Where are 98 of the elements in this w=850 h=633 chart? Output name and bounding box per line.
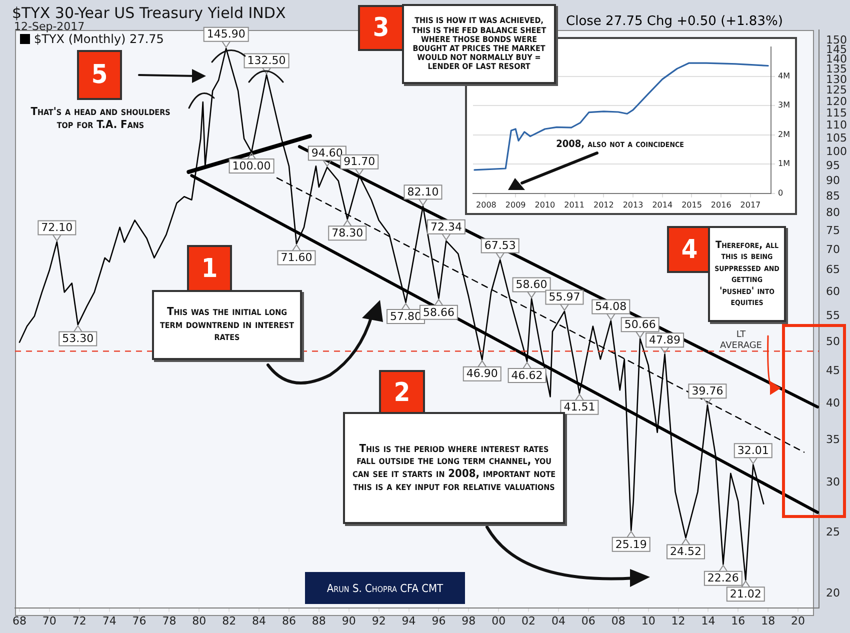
x-tick-label: 82 (222, 614, 236, 628)
data-label: 24.52 (670, 545, 702, 558)
y-tick-label: 70 (826, 242, 840, 256)
x-tick-label: 86 (282, 614, 296, 628)
y-tick-label: 30 (826, 475, 840, 488)
y-tick-label: 75 (826, 224, 840, 237)
x-tick-label: 2017 (740, 200, 761, 210)
x-tick-label: 14 (701, 614, 716, 628)
y-tick-label: 145 (826, 42, 848, 56)
y-tick-label: 125 (826, 84, 848, 97)
x-tick-label: 08 (611, 614, 626, 628)
x-tick-label: 2014 (652, 200, 673, 210)
x-tick-label: 2012 (593, 200, 614, 210)
y-tick-label: 2M (778, 130, 790, 139)
x-tick-label: 2013 (622, 200, 644, 210)
y-tick-label: 55 (826, 308, 840, 322)
data-label: 50.66 (624, 318, 656, 332)
y-tick-label: 105 (826, 132, 848, 145)
x-tick-label: 02 (522, 614, 536, 628)
y-tick-label: 60 (826, 285, 840, 298)
x-tick-label: 2011 (564, 200, 584, 210)
y-tick-label: 0 (778, 188, 784, 198)
data-label: 32.01 (737, 444, 769, 458)
data-label: 71.60 (280, 251, 312, 264)
y-tick-label: 1M (778, 159, 790, 168)
x-tick-label: 2008 (476, 200, 496, 210)
legend-label: $TYX (Monthly) 27.75 (34, 32, 164, 46)
y-tick-label: 85 (826, 190, 840, 202)
y-tick-label: 35 (826, 433, 840, 446)
annotation: 2008, also not a coincidence (555, 139, 685, 150)
text: Close 27.75 Chg +0.50 (+1.83%) (566, 14, 784, 29)
y-tick-label: 3M (778, 100, 790, 110)
data-label: 54.08 (595, 300, 627, 314)
data-label: 46.62 (511, 368, 543, 382)
data-label: 55.97 (548, 290, 580, 304)
x-tick-label: 10 (641, 614, 656, 628)
data-label: 91.70 (344, 155, 376, 168)
data-label: 39.76 (692, 384, 724, 398)
x-tick-label: 70 (42, 614, 56, 628)
x-tick-label: 98 (462, 614, 476, 628)
x-tick-label: 90 (342, 614, 356, 628)
x-tick-label: 2015 (682, 200, 702, 210)
y-tick-label: 50 (826, 335, 840, 348)
data-label: 82.10 (407, 186, 439, 199)
x-tick-label: 00 (492, 614, 506, 628)
ref-line-label: LT AVERAGE (720, 330, 762, 352)
y-tick-label: 100 (826, 144, 848, 158)
x-tick-label: 06 (581, 614, 596, 628)
x-tick-label: 2016 (710, 200, 732, 210)
x-tick-label: 2010 (534, 200, 556, 210)
data-label: 67.53 (484, 239, 516, 252)
data-label: 41.51 (564, 400, 596, 414)
data-label: 72.34 (430, 220, 462, 234)
y-tick-label: 115 (826, 106, 848, 120)
y-tick-label: 110 (826, 118, 848, 132)
x-tick-label: 78 (162, 614, 176, 628)
data-label: 25.19 (615, 538, 647, 551)
data-label: 94.60 (311, 146, 343, 160)
x-tick-label: 88 (312, 614, 326, 628)
data-label: 100.00 (232, 159, 271, 172)
x-tick-label: 92 (372, 614, 386, 628)
data-label: 47.89 (649, 333, 681, 346)
x-tick-label: 2009 (505, 200, 526, 210)
y-tick-label: 4M (778, 71, 790, 80)
x-tick-label: 18 (761, 614, 776, 628)
x-tick-label: 68 (12, 614, 26, 628)
data-label: 58.66 (422, 306, 454, 319)
y-tick-label: 95 (826, 158, 840, 172)
data-label: 145.90 (206, 28, 246, 41)
x-tick-label: 74 (102, 614, 116, 628)
data-label: 72.10 (41, 221, 73, 234)
x-tick-label: 84 (252, 614, 266, 628)
y-tick-label: 45 (826, 364, 840, 378)
x-tick-label: 12 (671, 614, 686, 628)
x-tick-label: 80 (192, 614, 206, 628)
y-tick-label: 25 (826, 525, 840, 538)
x-tick-label: 94 (402, 614, 416, 628)
x-tick-label: 16 (731, 614, 746, 628)
x-tick-label: 04 (551, 614, 566, 628)
y-tick-label: 90 (826, 174, 840, 187)
y-tick-label: 65 (826, 263, 840, 276)
x-tick-label: 76 (132, 614, 146, 628)
x-tick-label: 96 (432, 614, 446, 628)
data-label: 132.50 (247, 54, 286, 68)
x-tick-label: 72 (72, 614, 86, 628)
data-label: 21.02 (730, 587, 762, 600)
chart-subtitle: 12-Sep-2017 (14, 20, 85, 33)
y-tick-label: 120 (826, 94, 848, 108)
y-tick-label: 20 (826, 586, 840, 600)
data-label: 22.26 (707, 572, 739, 585)
data-label: 78.30 (332, 226, 364, 240)
chart-title: $TYX 30-Year US Treasury Yield INDX (12, 4, 286, 22)
data-label: 46.90 (466, 367, 498, 380)
x-tick-label: 20 (791, 614, 806, 628)
annotation: That's a head and shoulders top for T.A. Fans (30, 105, 172, 132)
data-label: 53.30 (62, 332, 94, 346)
data-label: 58.60 (516, 278, 548, 292)
y-tick-label: 40 (826, 396, 840, 410)
